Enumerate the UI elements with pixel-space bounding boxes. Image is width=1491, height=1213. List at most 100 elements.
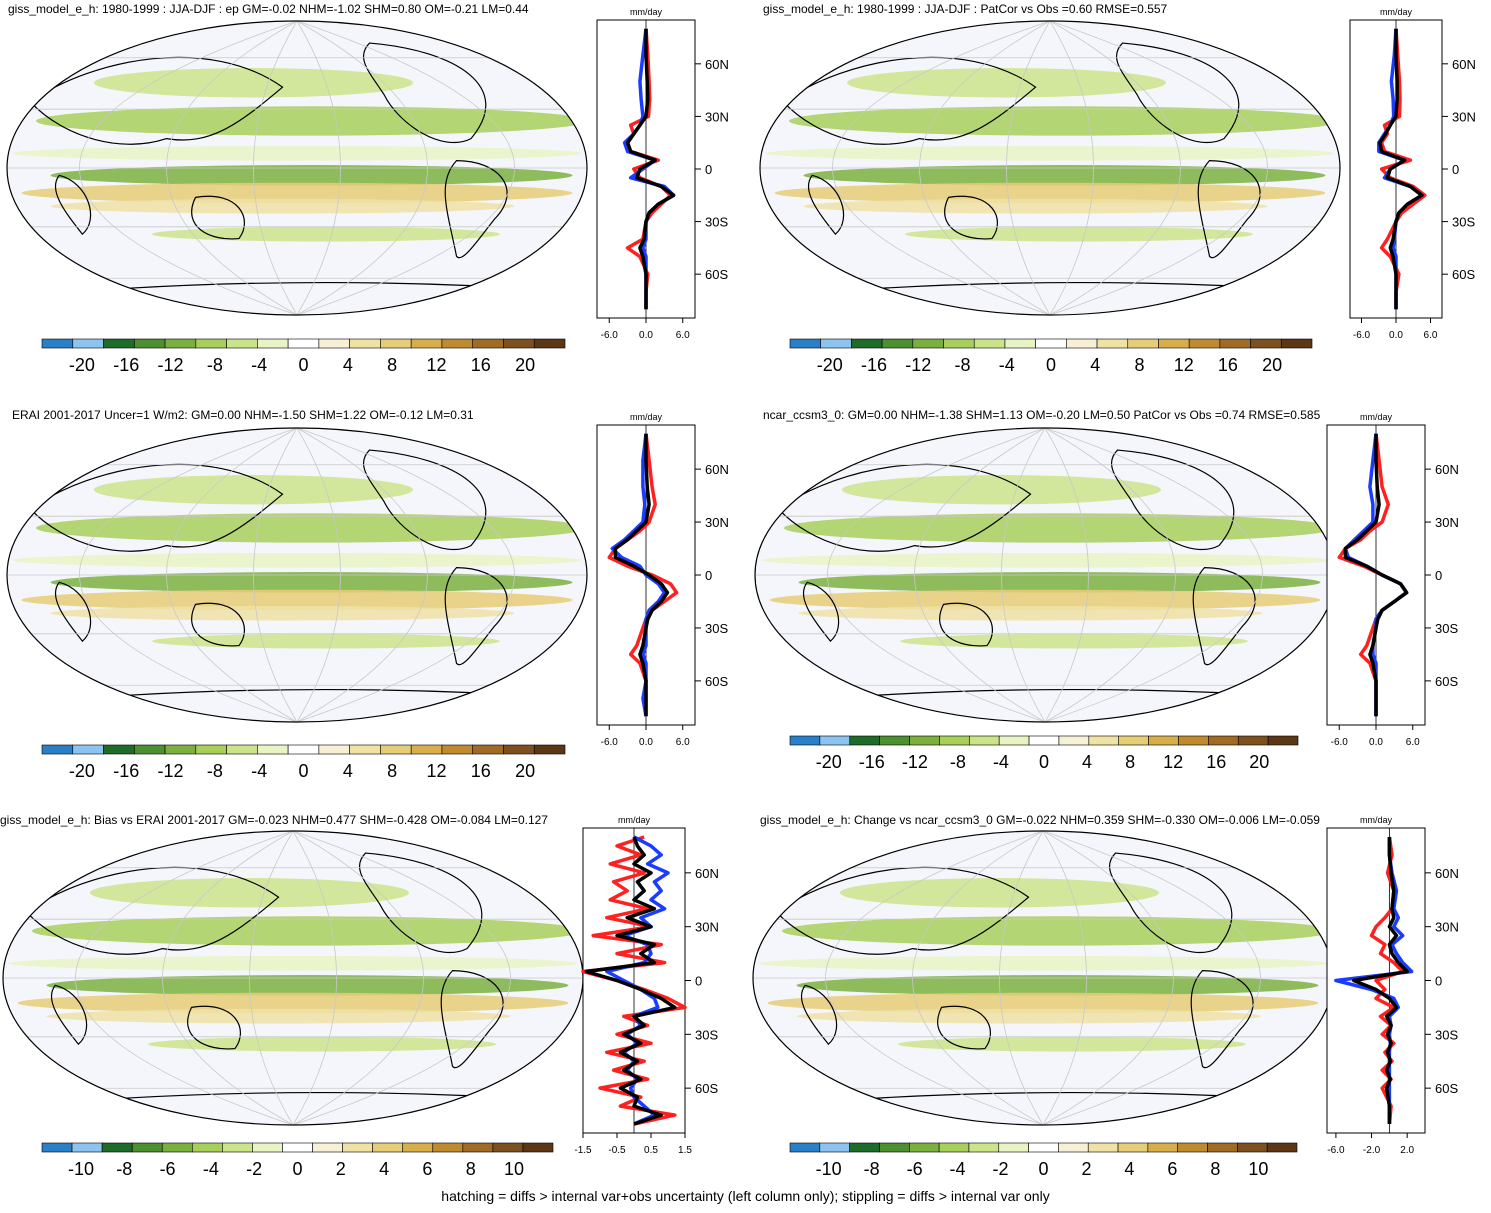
zonal-mean-plot: mm/day 60N 30N 0 30S 60S -6.0 -2.0 2.0 [1326, 815, 1459, 1156]
x-tick-label: 0.5 [644, 1145, 658, 1156]
colorbar-swatch [1058, 735, 1090, 746]
lat-tick-label: 60S [705, 674, 728, 689]
precip-band [50, 165, 573, 186]
panel-title: giss_model_e_h: Bias vs ERAI 2001-2017 G… [0, 813, 548, 827]
precip-band [847, 68, 1166, 98]
colorbar-swatch [161, 1142, 193, 1153]
colorbar-swatch [257, 338, 289, 349]
graticule-meridian [162, 831, 294, 1125]
precip-band [784, 513, 1335, 543]
colorbar-tick-label: -8 [950, 752, 966, 772]
colorbar-swatch [472, 338, 504, 349]
colorbar-tick-label: -2 [993, 1159, 1009, 1179]
colorbar-swatch [410, 744, 443, 755]
lat-tick-label: 60N [1435, 866, 1459, 881]
map-field [3, 831, 583, 1125]
graticule-meridian [292, 831, 511, 1125]
colorbar-swatch [103, 744, 135, 755]
lat-tick-label: 60S [1435, 1081, 1458, 1096]
colorbar-swatch [349, 338, 381, 349]
zonal-unit-label: mm/day [630, 7, 663, 17]
colorbar-swatch [1118, 735, 1149, 746]
panel-title: ERAI 2001-2017 Uncer=1 W/m2: GM=0.00 NHM… [12, 408, 474, 422]
coastline [939, 602, 993, 647]
colorbar-tick-label: -12 [905, 355, 931, 375]
footnote: hatching = diffs > internal var+obs unce… [441, 1188, 1050, 1204]
precip-band [17, 992, 569, 1014]
precip-band [898, 1036, 1246, 1052]
lat-tick-label: 30S [695, 1027, 718, 1042]
precip-band [8, 955, 578, 971]
coastline [807, 174, 845, 236]
colorbar-swatch [226, 338, 258, 349]
coastline [1115, 42, 1240, 144]
colorbar-swatch [1096, 338, 1129, 349]
colorbar-swatch [1158, 338, 1190, 349]
coastline [440, 970, 504, 1069]
colorbar-swatch [410, 338, 443, 349]
zonal-series-black [613, 433, 670, 717]
colorbar-swatch [909, 735, 940, 746]
colorbar-swatch [879, 1142, 910, 1153]
lat-tick-label: 60S [1452, 267, 1475, 282]
lat-tick-label: 30S [705, 215, 728, 230]
colorbar-swatch [287, 338, 320, 349]
colorbar-swatch [372, 1142, 404, 1153]
graticule-meridian [1044, 428, 1263, 722]
coastline [191, 195, 245, 240]
colorbar-swatch [789, 338, 822, 349]
zonal-mean-plot: mm/day 60N 30N 0 30S 60S -6.0 0.0 6.0 [1326, 412, 1459, 748]
coastline [358, 852, 483, 954]
precip-band [90, 878, 409, 908]
coastline [1192, 567, 1256, 666]
coastline-antarctica [870, 688, 1220, 697]
colorbar-tick-label: 4 [1124, 1159, 1134, 1179]
colorbar: -10 -8 -6 -4 -2 0 2 4 6 8 10 [41, 1142, 554, 1179]
colorbar-tick-label: 12 [1174, 355, 1194, 375]
lat-tick-label: 0 [705, 162, 712, 177]
precip-band [758, 955, 1328, 971]
colorbar-swatch [998, 1142, 1029, 1153]
graticule-meridian [296, 21, 515, 315]
colorbar-tick-label: -4 [999, 355, 1015, 375]
precip-band [36, 513, 587, 543]
colorbar-swatch [71, 1142, 103, 1153]
map-border [759, 20, 1341, 316]
map-field [760, 21, 1340, 315]
colorbar-swatch [101, 1142, 133, 1153]
colorbar-swatch [1035, 338, 1067, 349]
colorbar-swatch [432, 1142, 464, 1153]
precip-band [94, 68, 413, 98]
lat-tick-label: 60N [1435, 462, 1459, 477]
colorbar-swatch [380, 338, 412, 349]
colorbar-tick-label: 4 [343, 761, 353, 781]
colorbar-tick-label: 12 [1163, 752, 1183, 772]
coastline [1190, 970, 1254, 1069]
lat-tick-label: 30S [1435, 1027, 1458, 1042]
lat-tick-label: 0 [705, 568, 712, 583]
colorbar-swatch [226, 744, 258, 755]
colorbar-swatch [820, 338, 852, 349]
precip-band [803, 198, 1268, 214]
colorbar-tick-label: -16 [113, 355, 139, 375]
x-tick-label: 2.0 [1400, 1145, 1414, 1156]
x-tick-label: -6.0 [1331, 737, 1349, 748]
graticule-meridian [1042, 831, 1087, 1125]
colorbar-swatch [1188, 338, 1221, 349]
coastline-antarctica [122, 281, 472, 290]
colorbar-tick-label: 2 [336, 1159, 346, 1179]
precip-band [803, 165, 1326, 186]
colorbar-tick-label: -4 [251, 355, 267, 375]
colorbar-swatch [164, 744, 197, 755]
graticule-meridian [249, 831, 294, 1125]
coastline [1110, 449, 1235, 551]
graticule [7, 428, 587, 722]
precip-band [796, 975, 1319, 996]
colorbar-tick-label: -4 [203, 1159, 219, 1179]
precip-band [774, 182, 1326, 204]
graticule-meridian [1049, 21, 1181, 315]
coastline [444, 160, 508, 259]
colorbar-swatch [41, 744, 74, 755]
graticule-meridian [912, 831, 1044, 1125]
colorbar-swatch [72, 744, 104, 755]
